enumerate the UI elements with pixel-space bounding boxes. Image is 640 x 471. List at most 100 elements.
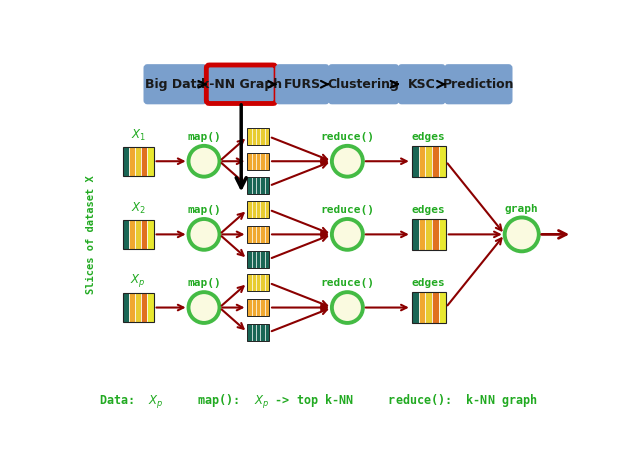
Bar	[412, 219, 446, 250]
Bar	[265, 251, 269, 268]
Bar	[432, 146, 439, 177]
FancyBboxPatch shape	[399, 65, 445, 104]
Circle shape	[505, 218, 539, 252]
Bar	[252, 128, 256, 145]
Bar	[252, 153, 256, 170]
Bar	[256, 324, 260, 341]
Bar	[260, 251, 264, 268]
Text: edges: edges	[412, 278, 445, 288]
Circle shape	[189, 146, 220, 177]
Bar	[141, 220, 147, 249]
Text: reduce(): reduce()	[321, 278, 374, 288]
Bar	[260, 299, 264, 316]
Bar	[252, 324, 256, 341]
Bar	[123, 220, 154, 249]
Bar	[248, 299, 269, 316]
Bar	[129, 293, 135, 322]
Bar	[123, 293, 154, 322]
Bar	[412, 219, 419, 250]
Bar	[419, 146, 426, 177]
FancyBboxPatch shape	[206, 65, 276, 104]
Bar	[260, 153, 264, 170]
Bar	[265, 201, 269, 218]
Text: edges: edges	[412, 132, 445, 142]
Text: map(): map()	[187, 132, 221, 142]
Bar	[256, 251, 260, 268]
Bar	[256, 128, 260, 145]
Bar	[265, 275, 269, 292]
Text: reduce(): reduce()	[321, 205, 374, 215]
Text: map(): map()	[187, 205, 221, 215]
Text: map(): map()	[187, 278, 221, 288]
FancyBboxPatch shape	[276, 65, 329, 104]
Bar	[248, 178, 269, 195]
Bar	[248, 201, 269, 218]
Text: k-NN Graph: k-NN Graph	[200, 78, 282, 91]
Bar	[252, 178, 256, 195]
Bar	[135, 293, 141, 322]
Text: reduce(): reduce()	[321, 132, 374, 142]
Bar	[248, 275, 252, 292]
Bar	[248, 128, 269, 145]
Text: Big Data: Big Data	[145, 78, 205, 91]
Text: Slices of dataset X: Slices of dataset X	[86, 175, 96, 294]
Text: Prediction: Prediction	[443, 78, 514, 91]
Circle shape	[189, 219, 220, 250]
Bar	[412, 146, 419, 177]
Bar	[412, 146, 446, 177]
Text: edges: edges	[412, 205, 445, 215]
Bar	[248, 153, 269, 170]
Text: KSC: KSC	[408, 78, 436, 91]
Bar	[260, 275, 264, 292]
Bar	[265, 178, 269, 195]
FancyBboxPatch shape	[145, 65, 206, 104]
Circle shape	[332, 219, 363, 250]
Bar	[260, 324, 264, 341]
Bar	[123, 293, 129, 322]
Bar	[412, 292, 446, 323]
Bar	[129, 220, 135, 249]
Bar	[265, 226, 269, 243]
FancyBboxPatch shape	[445, 65, 511, 104]
Text: $X_{1}$: $X_{1}$	[131, 128, 146, 143]
Bar	[256, 299, 260, 316]
Bar	[265, 153, 269, 170]
Bar	[147, 293, 154, 322]
FancyBboxPatch shape	[329, 65, 399, 104]
Bar	[248, 251, 252, 268]
Bar	[252, 201, 256, 218]
Bar	[135, 146, 141, 176]
Bar	[248, 226, 252, 243]
Bar	[248, 275, 269, 292]
Bar	[129, 146, 135, 176]
Bar	[426, 146, 432, 177]
Bar	[426, 292, 432, 323]
Circle shape	[332, 146, 363, 177]
Bar	[147, 220, 154, 249]
Bar	[248, 153, 252, 170]
Bar	[256, 153, 260, 170]
Bar	[265, 324, 269, 341]
Bar	[248, 324, 269, 341]
Text: Data:  $X_p$     map():  $X_p$ -> top k-NN     reduce():  k-NN graph: Data: $X_p$ map(): $X_p$ -> top k-NN red…	[99, 393, 538, 411]
Bar	[432, 219, 439, 250]
Bar	[248, 324, 252, 341]
Bar	[135, 220, 141, 249]
Bar	[260, 178, 264, 195]
Bar	[439, 219, 446, 250]
Bar	[265, 299, 269, 316]
Bar	[123, 146, 129, 176]
Bar	[260, 201, 264, 218]
Bar	[419, 219, 426, 250]
Bar	[123, 146, 154, 176]
Bar	[419, 292, 426, 323]
Bar	[248, 226, 269, 243]
Bar	[123, 220, 129, 249]
Bar	[256, 275, 260, 292]
Bar	[426, 219, 432, 250]
Text: $X_{p}$: $X_{p}$	[131, 272, 146, 289]
Bar	[248, 299, 252, 316]
Bar	[252, 299, 256, 316]
Text: graph: graph	[505, 203, 539, 214]
Bar	[141, 293, 147, 322]
